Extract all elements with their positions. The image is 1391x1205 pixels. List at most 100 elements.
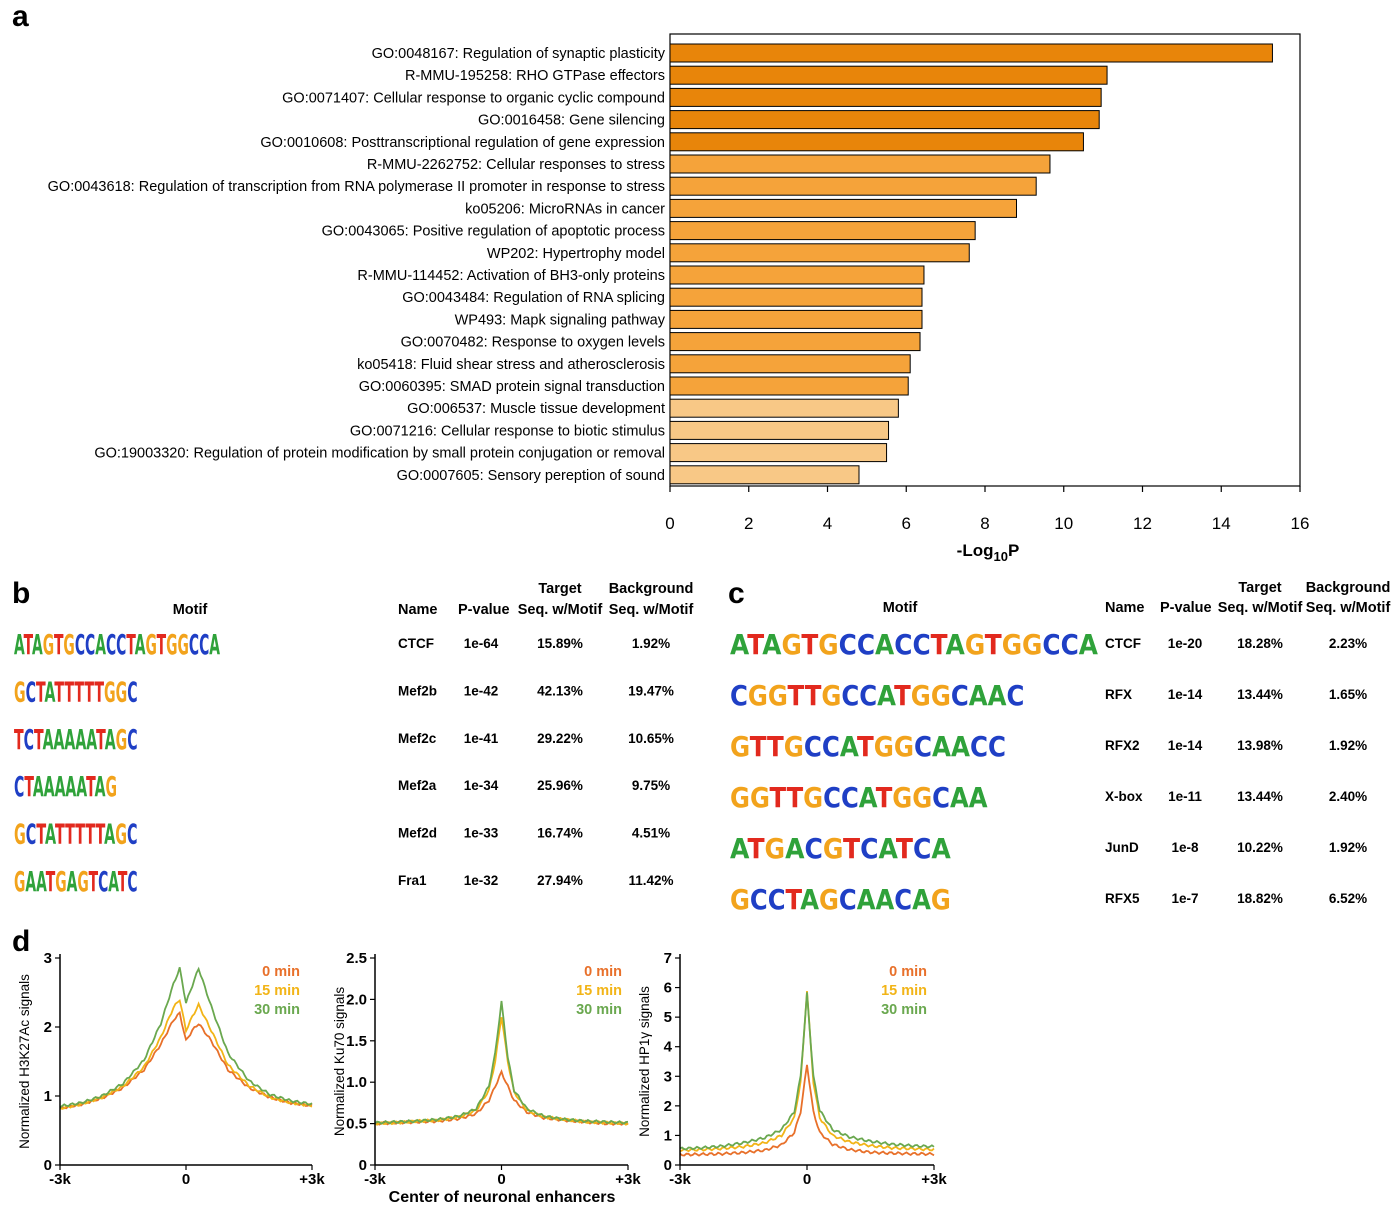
motif-background-percent: 9.75% (632, 778, 670, 793)
y-tick-label: 1.5 (346, 1033, 367, 1050)
category-label: GO:006537: Muscle tissue development (407, 401, 665, 417)
motif-target-percent: 18.82% (1237, 891, 1283, 906)
motif-target-percent: 13.44% (1237, 789, 1283, 804)
motif-pvalue: 1e-41 (464, 731, 499, 746)
panel-a-bar-chart: GO:0048167: Regulation of synaptic plast… (48, 33, 1309, 564)
motif-logo: CTAAAAATAG (14, 770, 117, 803)
motif-logo: GAATGAGTCATC (14, 865, 138, 898)
legend-entry: 15 min (881, 983, 927, 999)
legend-entry: 30 min (576, 1002, 622, 1018)
bar (669, 465, 860, 485)
motif-name: RFX5 (1105, 891, 1140, 906)
bar (669, 332, 921, 352)
x-tick-label: 12 (1133, 514, 1152, 533)
bar (669, 110, 1100, 130)
x-tick-label: 10 (1054, 514, 1073, 533)
y-tick-label: 0.5 (346, 1116, 367, 1133)
category-label: ko05418: Fluid shear stress and atherosc… (357, 357, 665, 373)
header-name: Name (398, 602, 438, 618)
category-label: WP202: Hypertrophy model (487, 246, 665, 262)
x-tick-label: 14 (1212, 514, 1231, 533)
y-tick-label: 3 (44, 950, 52, 967)
bar (669, 354, 911, 374)
category-label: GO:0048167: Regulation of synaptic plast… (372, 46, 666, 62)
motif-background-percent: 1.92% (1329, 738, 1367, 753)
motif-target-percent: 25.96% (537, 778, 583, 793)
motif-name: Mef2a (398, 778, 437, 793)
header-target: Target (1238, 580, 1281, 596)
y-axis-label: Normalized HP1γ signals (637, 986, 652, 1137)
motif-background-percent: 1.65% (1329, 687, 1367, 702)
header-background-sub: Seq. w/Motif (609, 602, 694, 618)
bar (669, 398, 899, 418)
motif-name: RFX2 (1105, 738, 1140, 753)
motif-name: Mef2b (398, 683, 437, 698)
y-tick-label: 6 (664, 980, 672, 997)
panel-b-letter: b (12, 577, 30, 610)
y-tick-label: 2.5 (346, 950, 367, 967)
x-tick-label: 2 (744, 514, 753, 533)
motif-pvalue: 1e-33 (464, 826, 499, 841)
x-tick-label: +3k (921, 1171, 947, 1188)
motif-logo: GCCTAGCAACAG (730, 883, 951, 916)
category-label: GO:0043484: Regulation of RNA splicing (402, 290, 665, 306)
category-label: GO:0071216: Cellular response to biotic … (350, 423, 665, 439)
motif-logo: ATGACGTCATCA (730, 832, 951, 865)
motif-name: RFX (1105, 687, 1132, 702)
bar (669, 87, 1102, 107)
motif-pvalue: 1e-64 (464, 636, 499, 651)
motif-logo: ATAGTGCCACCTAGTGGCCA (730, 628, 1098, 661)
category-label: WP493: Mapk signaling pathway (455, 312, 666, 328)
category-label: GO:0010608: Posttranscriptional regulati… (260, 135, 665, 151)
motif-background-percent: 1.92% (1329, 840, 1367, 855)
category-label: GO:0043065: Positive regulation of apopt… (322, 224, 665, 240)
motif-background-percent: 6.52% (1329, 891, 1367, 906)
x-tick-label: 0 (665, 514, 674, 533)
series-line (374, 1069, 629, 1126)
category-label: ko05206: MicroRNAs in cancer (465, 201, 665, 217)
x-tick-label: -3k (49, 1171, 71, 1188)
motif-pvalue: 1e-20 (1168, 636, 1203, 651)
motif-pvalue: 1e-34 (464, 778, 499, 793)
motif-logo: GCTATTTTTGGC (14, 675, 138, 708)
x-tick-label: 6 (902, 514, 911, 533)
series-line (679, 992, 935, 1151)
motif-target-percent: 27.94% (537, 873, 583, 888)
motif-target-percent: 18.28% (1237, 636, 1283, 651)
motif-pvalue: 1e-7 (1171, 891, 1198, 906)
motif-pvalue: 1e-8 (1171, 840, 1199, 855)
motif-background-percent: 19.47% (628, 683, 674, 698)
motif-logo: GGTTGCCATGGCAA (730, 781, 988, 814)
series-line (679, 991, 935, 1153)
header-background: Background (609, 581, 694, 597)
panel-a-letter: a (12, 0, 29, 33)
category-label: R-MMU-2262752: Cellular responses to str… (367, 157, 665, 173)
category-label: GO:0071407: Cellular response to organic… (282, 90, 665, 106)
category-label: GO:19003320: Regulation of protein modif… (94, 446, 665, 462)
header-background-sub: Seq. w/Motif (1306, 600, 1391, 616)
motif-background-percent: 11.42% (628, 873, 673, 888)
legend-entry: 15 min (254, 983, 300, 999)
header-target-sub: Seq. w/Motif (518, 602, 603, 618)
motif-pvalue: 1e-42 (464, 683, 499, 698)
y-tick-label: 4 (664, 1039, 673, 1056)
series-line (679, 1064, 935, 1157)
motif-logo: ATAGTGCCACCTAGTGGCCA (14, 628, 220, 661)
motif-pvalue: 1e-32 (464, 873, 499, 888)
y-tick-label: 1 (664, 1127, 672, 1144)
motif-background-percent: 2.23% (1329, 636, 1367, 651)
motif-background-percent: 10.65% (628, 731, 674, 746)
motif-target-percent: 16.74% (537, 826, 583, 841)
x-tick-label: 4 (823, 514, 832, 533)
panel-c-letter: c (728, 577, 745, 610)
bar (669, 43, 1273, 63)
x-tick-label: 8 (980, 514, 989, 533)
bar (669, 243, 970, 263)
motif-name: Mef2c (398, 731, 437, 746)
legend-entry: 0 min (262, 964, 300, 980)
